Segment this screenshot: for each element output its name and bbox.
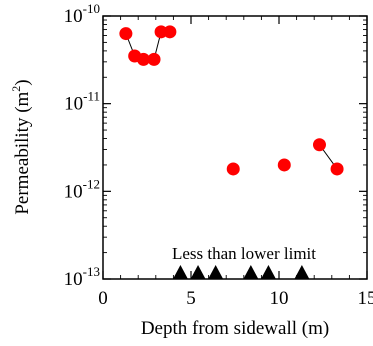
measured-point-circle bbox=[226, 162, 240, 176]
y-tick-exponent: -10 bbox=[83, 1, 100, 16]
y-tick-base: 10 bbox=[64, 269, 83, 290]
y-tick-label: 10-10 bbox=[64, 1, 100, 27]
measured-point-circle bbox=[312, 138, 326, 152]
y-tick-base: 10 bbox=[64, 6, 83, 27]
measured-point-circle bbox=[277, 158, 291, 172]
x-tick-label: 10 bbox=[270, 288, 289, 309]
measured-point-circle bbox=[330, 162, 344, 176]
x-tick-label: 15 bbox=[358, 288, 373, 309]
y-tick-label: 10-12 bbox=[64, 176, 100, 202]
connector-lines bbox=[125, 31, 338, 170]
below-limit-triangle bbox=[208, 265, 224, 279]
axis-ticks bbox=[102, 15, 368, 280]
y-tick-label: 10-13 bbox=[64, 264, 100, 290]
below-limit-triangle bbox=[190, 265, 206, 279]
measured-point-circle bbox=[163, 25, 177, 39]
plot-frame bbox=[102, 15, 368, 280]
below-limit-triangle bbox=[243, 265, 259, 279]
y-tick-label: 10-11 bbox=[64, 89, 100, 115]
below-limit-triangle bbox=[172, 265, 188, 279]
y-axis-label-sup: 2 bbox=[9, 86, 23, 92]
annotation-lower-limit: Less than lower limit bbox=[172, 244, 316, 263]
y-tick-exponent: -12 bbox=[83, 176, 100, 191]
data-markers bbox=[119, 25, 344, 279]
x-tick-label: 0 bbox=[98, 288, 108, 309]
measured-point-circle bbox=[147, 52, 161, 66]
below-limit-triangle bbox=[294, 265, 310, 279]
x-tick-label: 5 bbox=[186, 288, 196, 309]
y-tick-base: 10 bbox=[64, 94, 83, 115]
measured-point-circle bbox=[119, 27, 133, 41]
y-tick-base: 10 bbox=[64, 181, 83, 202]
y-axis-label-close: ) bbox=[12, 79, 33, 85]
below-limit-triangle bbox=[260, 265, 276, 279]
measured-point-circle bbox=[136, 52, 150, 66]
y-tick-exponent: -13 bbox=[83, 264, 100, 279]
y-tick-exponent: -11 bbox=[83, 89, 100, 104]
y-axis-label: Permeability (m2) bbox=[9, 79, 33, 214]
x-axis-label: Depth from sidewall (m) bbox=[141, 318, 329, 339]
y-axis-label-main: Permeability (m bbox=[12, 91, 33, 214]
